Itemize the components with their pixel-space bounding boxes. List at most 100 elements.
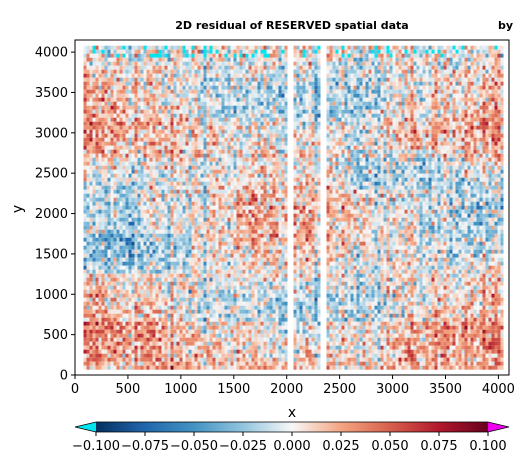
heatmap-cell: [182, 201, 186, 206]
heatmap-cell: [191, 365, 195, 370]
heatmap-cell: [254, 265, 258, 270]
heatmap-cell: [143, 361, 147, 366]
heatmap-cell: [104, 161, 108, 166]
heatmap-cell: [116, 97, 120, 102]
heatmap-cell: [182, 81, 186, 86]
heatmap-cell: [152, 77, 156, 82]
heatmap-cell: [239, 157, 243, 162]
heatmap-cell: [149, 141, 153, 146]
heatmap-cell: [260, 281, 264, 286]
heatmap-cell: [194, 333, 198, 338]
heatmap-cell: [92, 245, 96, 250]
heatmap-cell: [230, 53, 234, 58]
heatmap-cell: [254, 281, 258, 286]
heatmap-cell: [107, 125, 111, 130]
heatmap-cell: [158, 137, 162, 142]
heatmap-cell: [140, 117, 144, 122]
heatmap-cell: [257, 233, 261, 238]
heatmap-cell: [221, 81, 225, 86]
heatmap-cell: [197, 261, 201, 266]
heatmap-cell: [197, 125, 201, 130]
heatmap-cell: [155, 201, 159, 206]
heatmap-cell: [83, 361, 87, 366]
heatmap-cell: [131, 109, 135, 114]
heatmap-cell: [242, 285, 246, 290]
heatmap-cell: [224, 225, 228, 230]
heatmap-cell: [215, 197, 219, 202]
heatmap-cell: [122, 125, 126, 130]
heatmap-cell: [146, 177, 150, 182]
heatmap-cell: [86, 345, 90, 350]
heatmap-cell: [128, 193, 132, 198]
heatmap-cell: [110, 117, 114, 122]
heatmap-cell: [131, 313, 135, 318]
heatmap-cell: [101, 237, 105, 242]
heatmap-cell: [200, 341, 204, 346]
heatmap-cell: [89, 133, 93, 138]
heatmap-cell: [263, 361, 267, 366]
heatmap-cell: [260, 317, 264, 322]
heatmap-cell: [119, 201, 123, 206]
heatmap-cell: [224, 305, 228, 310]
heatmap-cell: [155, 185, 159, 190]
heatmap-cell: [104, 45, 108, 50]
heatmap-cell: [176, 333, 180, 338]
heatmap-cell: [89, 193, 93, 198]
heatmap-cell: [164, 177, 168, 182]
heatmap-cell: [194, 317, 198, 322]
heatmap-cell: [116, 73, 120, 78]
heatmap-cell: [119, 269, 123, 274]
heatmap-cell: [185, 57, 189, 62]
heatmap-cell: [152, 317, 156, 322]
heatmap-cell: [194, 293, 198, 298]
heatmap-cell: [98, 57, 102, 62]
heatmap-cell: [134, 145, 138, 150]
heatmap-cell: [122, 349, 126, 354]
heatmap-cell: [170, 329, 174, 334]
heatmap-cell: [176, 305, 180, 310]
heatmap-cell: [182, 65, 186, 70]
heatmap-cell: [191, 185, 195, 190]
heatmap-cell: [116, 217, 120, 222]
heatmap-cell: [158, 241, 162, 246]
heatmap-cell: [107, 269, 111, 274]
heatmap-cell: [98, 225, 102, 230]
heatmap-cell: [92, 293, 96, 298]
heatmap-cell: [254, 273, 258, 278]
heatmap-cell: [104, 285, 108, 290]
heatmap-cell: [146, 253, 150, 258]
heatmap-cell: [128, 361, 132, 366]
heatmap-cell: [251, 81, 255, 86]
heatmap-cell: [263, 341, 267, 346]
heatmap-cell: [140, 121, 144, 126]
heatmap-cell: [170, 201, 174, 206]
heatmap-cell: [227, 241, 231, 246]
heatmap-cell: [155, 301, 159, 306]
heatmap-cell: [137, 189, 141, 194]
heatmap-cell: [179, 277, 183, 282]
heatmap-cell: [143, 313, 147, 318]
heatmap-cell: [224, 221, 228, 226]
heatmap-cell: [245, 161, 249, 166]
heatmap-cell: [116, 225, 120, 230]
heatmap-cell: [194, 137, 198, 142]
heatmap-cell: [179, 189, 183, 194]
heatmap-cell: [251, 201, 255, 206]
heatmap-cell: [248, 337, 252, 342]
heatmap-cell: [230, 89, 234, 94]
heatmap-cell: [230, 229, 234, 234]
heatmap-cell: [218, 201, 222, 206]
heatmap-cell: [89, 125, 93, 130]
heatmap-cell: [83, 325, 87, 330]
heatmap-cell: [158, 117, 162, 122]
heatmap-cell: [257, 157, 261, 162]
heatmap-cell: [200, 217, 204, 222]
heatmap-cell: [248, 49, 252, 54]
heatmap-cell: [134, 249, 138, 254]
heatmap-cell: [239, 217, 243, 222]
heatmap-cell: [146, 293, 150, 298]
heatmap-cell: [83, 213, 87, 218]
heatmap-cell: [83, 349, 87, 354]
heatmap-cell: [266, 201, 270, 206]
heatmap-cell: [215, 305, 219, 310]
